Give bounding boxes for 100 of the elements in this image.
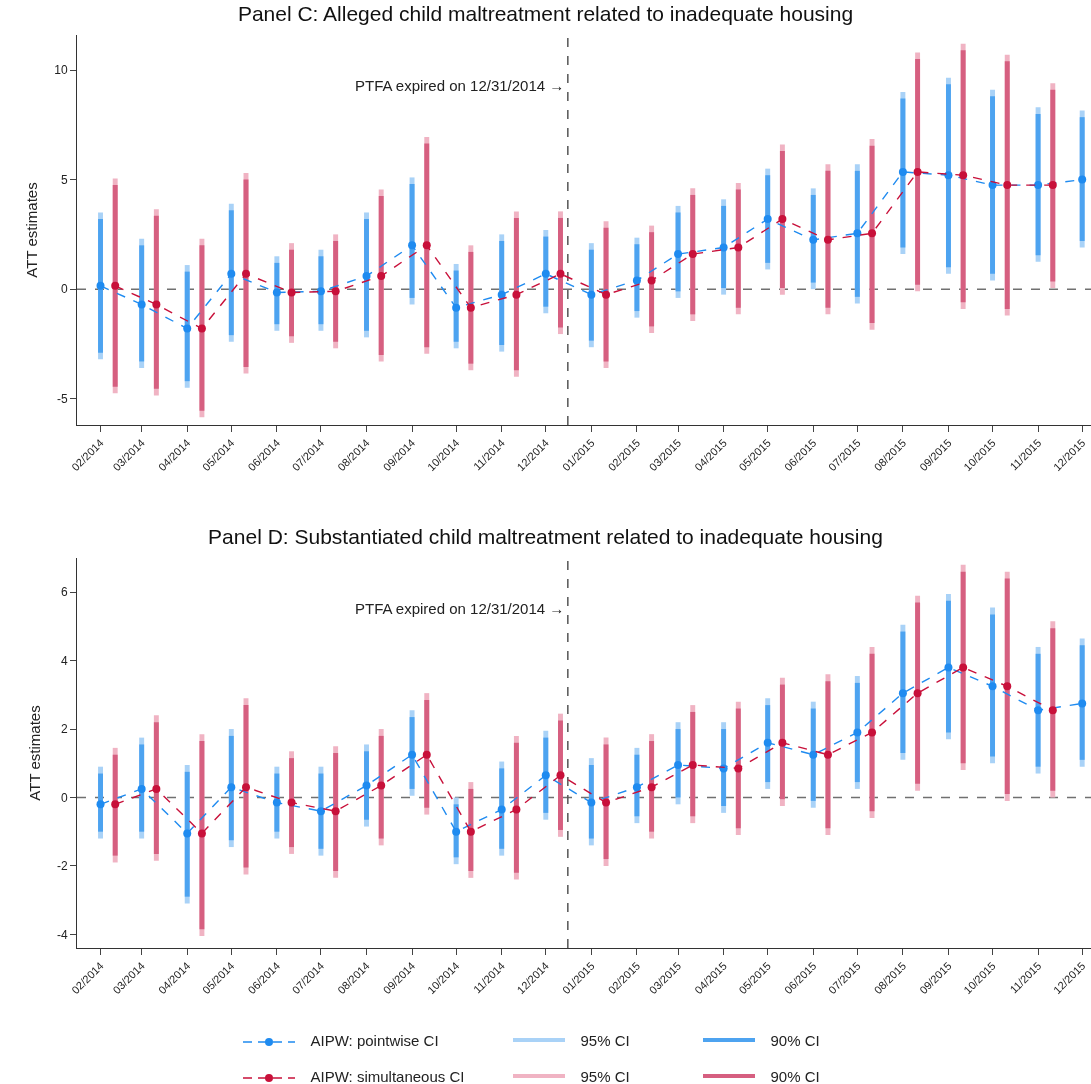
point: [362, 272, 371, 281]
point: [556, 771, 565, 780]
legend-label: 95% CI: [580, 1031, 630, 1049]
y-tick-label: 10: [54, 63, 68, 78]
point: [632, 276, 641, 285]
point: [152, 300, 161, 309]
point: [913, 167, 922, 176]
point: [898, 167, 907, 176]
point: [823, 750, 832, 759]
y-tick-label: 0: [60, 790, 68, 805]
y-tick-label: 2: [60, 722, 68, 737]
point: [602, 798, 611, 807]
point: [137, 784, 146, 793]
point: [331, 287, 340, 296]
bar: [364, 751, 369, 820]
point: [1034, 181, 1043, 190]
y-tick-label: 4: [60, 653, 68, 668]
point: [1003, 181, 1012, 190]
point: [944, 663, 953, 672]
point: [362, 781, 371, 790]
ref-line-label: PTFA expired on 12/31/2014 →: [355, 600, 565, 617]
y-tick-label: 5: [60, 172, 68, 187]
point: [272, 288, 281, 297]
chart-title: Panel C: Alleged child maltreatment related to inadequate housing: [237, 1, 854, 25]
point: [763, 215, 772, 224]
point: [647, 276, 656, 285]
point: [466, 303, 475, 312]
point: [868, 229, 877, 238]
point: [1003, 682, 1012, 691]
point: [452, 303, 461, 312]
y-tick-label: 0: [60, 282, 68, 297]
point: [1048, 181, 1057, 190]
point: [422, 241, 431, 250]
point: [316, 807, 325, 816]
point: [137, 300, 146, 309]
point: [778, 215, 787, 224]
point: [183, 324, 192, 333]
point: [408, 750, 417, 759]
point: [287, 798, 296, 807]
point: [242, 783, 250, 792]
point: [988, 682, 997, 691]
point: [1078, 699, 1087, 708]
point: [541, 771, 550, 780]
ref-line-label: PTFA expired on 12/31/2014 →: [355, 77, 565, 94]
point: [913, 689, 922, 698]
point: [602, 290, 611, 299]
point: [152, 784, 161, 793]
point: [377, 781, 386, 790]
legend-label: 90% CI: [770, 1031, 820, 1049]
point: [422, 750, 431, 759]
point: [632, 783, 641, 792]
y-axis-title: ATT estimates: [26, 705, 44, 801]
point: [944, 171, 953, 180]
point: [111, 281, 120, 290]
point: [512, 805, 521, 814]
bar: [675, 729, 681, 798]
point: [647, 783, 656, 792]
point: [1078, 175, 1087, 184]
legend-label: AIPW: simultaneous CI: [310, 1067, 465, 1084]
point: [272, 798, 281, 807]
point: [688, 760, 697, 769]
point: [734, 243, 743, 252]
point: [719, 243, 728, 252]
y-tick-label: -2: [56, 859, 68, 874]
point: [809, 235, 818, 244]
point: [497, 290, 506, 299]
legend-label: AIPW: pointwise CI: [310, 1031, 439, 1049]
point: [452, 827, 461, 836]
point: [823, 235, 832, 244]
point: [734, 764, 743, 773]
point: [809, 750, 818, 759]
point: [587, 290, 596, 299]
point: [1034, 706, 1043, 715]
point: [96, 800, 105, 809]
point: [1048, 706, 1057, 715]
legend-label: 95% CI: [580, 1067, 630, 1084]
point: [242, 269, 250, 278]
point: [287, 288, 296, 297]
point: [197, 829, 206, 838]
point: [377, 272, 386, 281]
point: [868, 728, 877, 737]
point: [898, 689, 907, 698]
point: [853, 728, 862, 737]
point: [556, 269, 565, 278]
point: [96, 281, 105, 290]
point: [183, 829, 192, 838]
point: [959, 663, 968, 672]
point: [674, 760, 683, 769]
point: [674, 250, 683, 259]
point: [227, 269, 236, 278]
point: [408, 241, 417, 250]
point: [466, 827, 475, 836]
legend-label: 90% CI: [770, 1067, 820, 1084]
point: [497, 805, 506, 814]
point: [111, 800, 120, 809]
point: [541, 269, 550, 278]
point: [316, 287, 325, 296]
point: [197, 324, 206, 333]
y-axis-title: ATT estimates: [23, 182, 41, 278]
point: [778, 738, 787, 747]
